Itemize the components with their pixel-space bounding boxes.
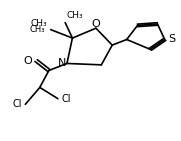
Text: N: N	[58, 59, 67, 68]
Text: CH₃: CH₃	[30, 19, 47, 28]
Text: CH₃: CH₃	[30, 25, 45, 34]
Text: Cl: Cl	[12, 99, 22, 109]
Text: S: S	[168, 35, 175, 44]
Text: O: O	[92, 19, 100, 29]
Text: CH₃: CH₃	[67, 11, 84, 20]
Text: O: O	[24, 56, 33, 66]
Text: Cl: Cl	[62, 94, 71, 104]
